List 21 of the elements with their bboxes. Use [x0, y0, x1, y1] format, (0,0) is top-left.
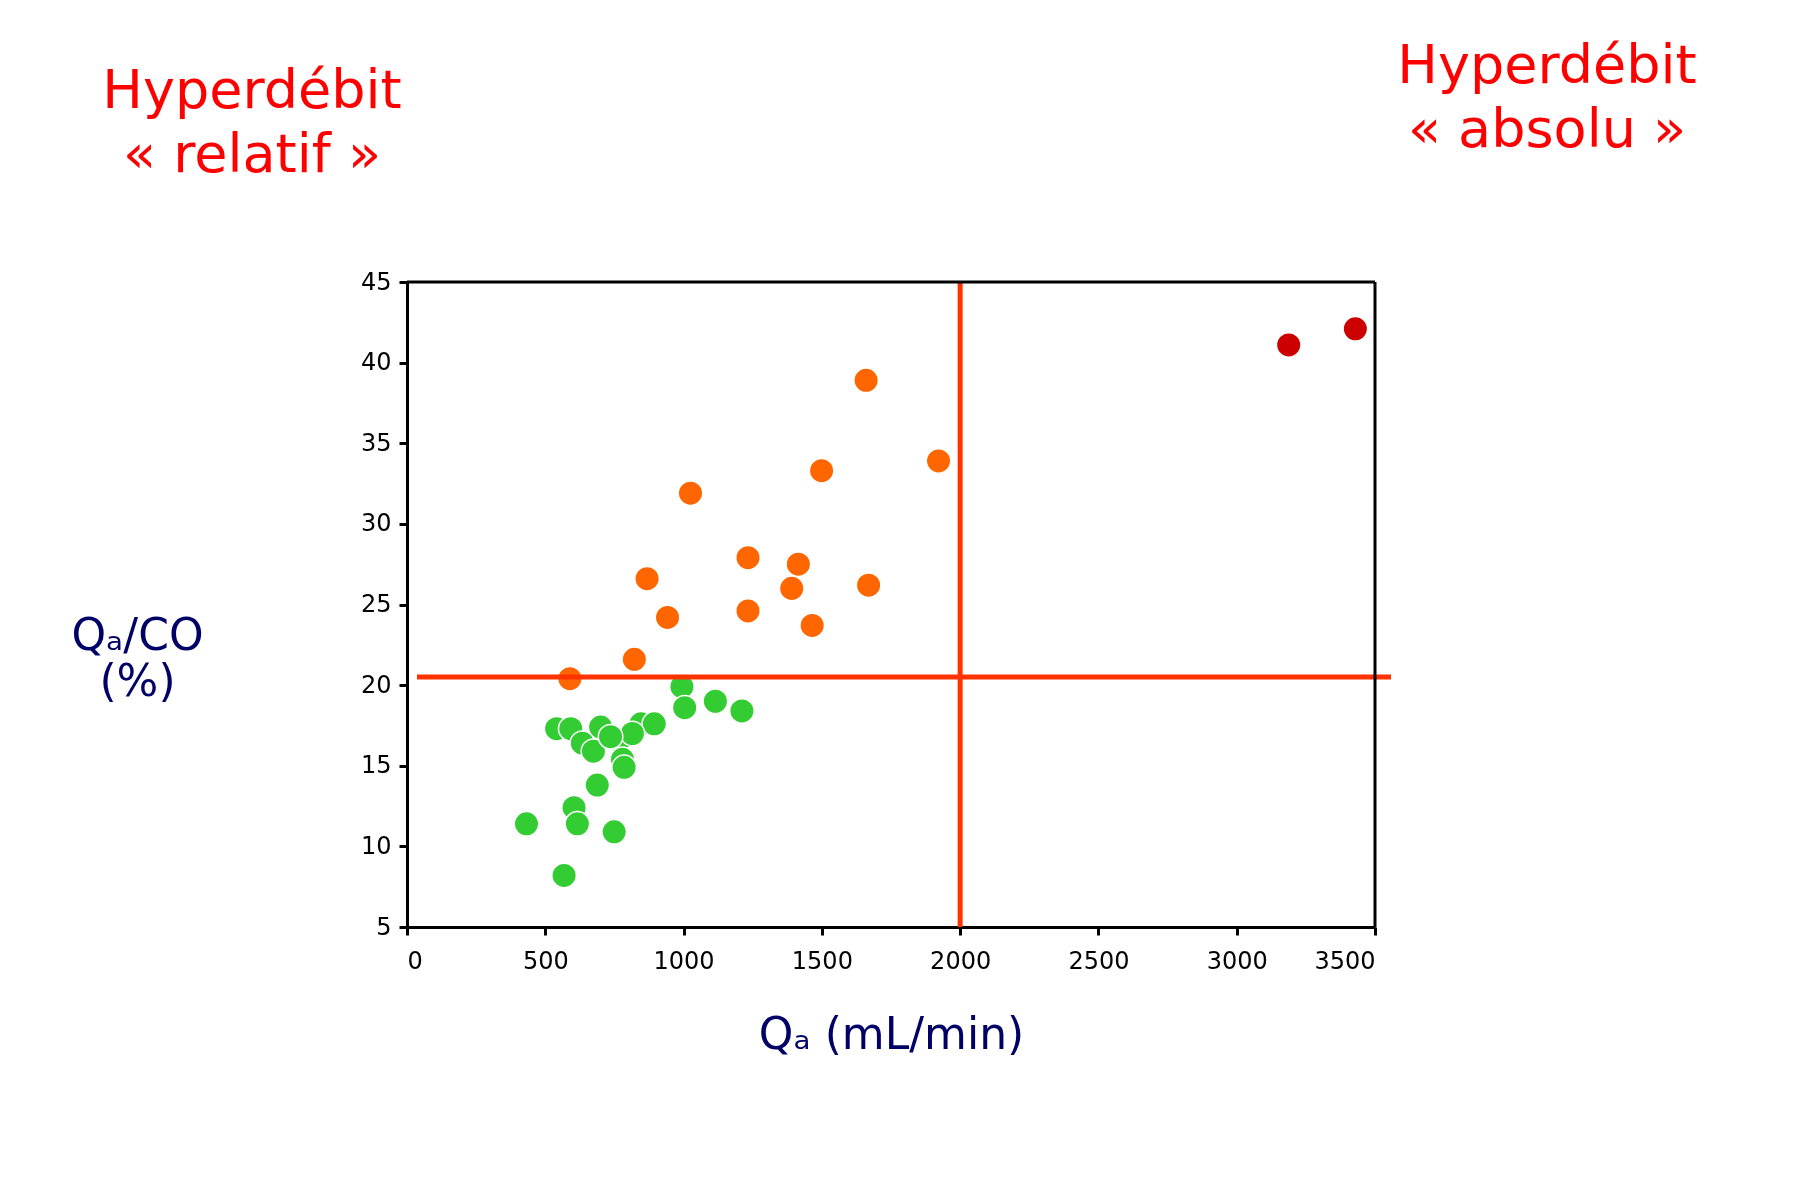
- x-tick-label: 2000: [930, 946, 992, 975]
- y-tick-label: 45: [360, 267, 392, 296]
- y-tick-label: 30: [360, 509, 392, 538]
- y-tick-label: 25: [360, 590, 392, 618]
- y-tick-label: 35: [360, 428, 392, 457]
- x-tick-label: 1500: [791, 946, 853, 975]
- y-tick-label: 20: [360, 670, 392, 699]
- x-tick-label: 2500: [1068, 946, 1130, 975]
- y-tick-label: 15: [360, 751, 392, 780]
- x-tick-label: 500: [522, 946, 569, 975]
- x-tick-label: 1000: [653, 946, 715, 975]
- y-axis-title: Qₐ/CO (%): [71, 609, 204, 707]
- x-tick-label: 3500: [1314, 946, 1376, 975]
- text: Hyperdébit « relatif »: [102, 58, 402, 185]
- y-tick-label: 5: [376, 912, 392, 941]
- text: Hyperdébit « absolu »: [1397, 33, 1697, 160]
- y-tick-label: 40: [360, 348, 392, 377]
- x-axis-title: Qₐ (mL/min): [758, 1007, 1025, 1059]
- y-tick-label: 10: [360, 831, 392, 860]
- x-tick-label: 3000: [1206, 946, 1268, 975]
- x-tick-label: 0: [407, 946, 423, 975]
